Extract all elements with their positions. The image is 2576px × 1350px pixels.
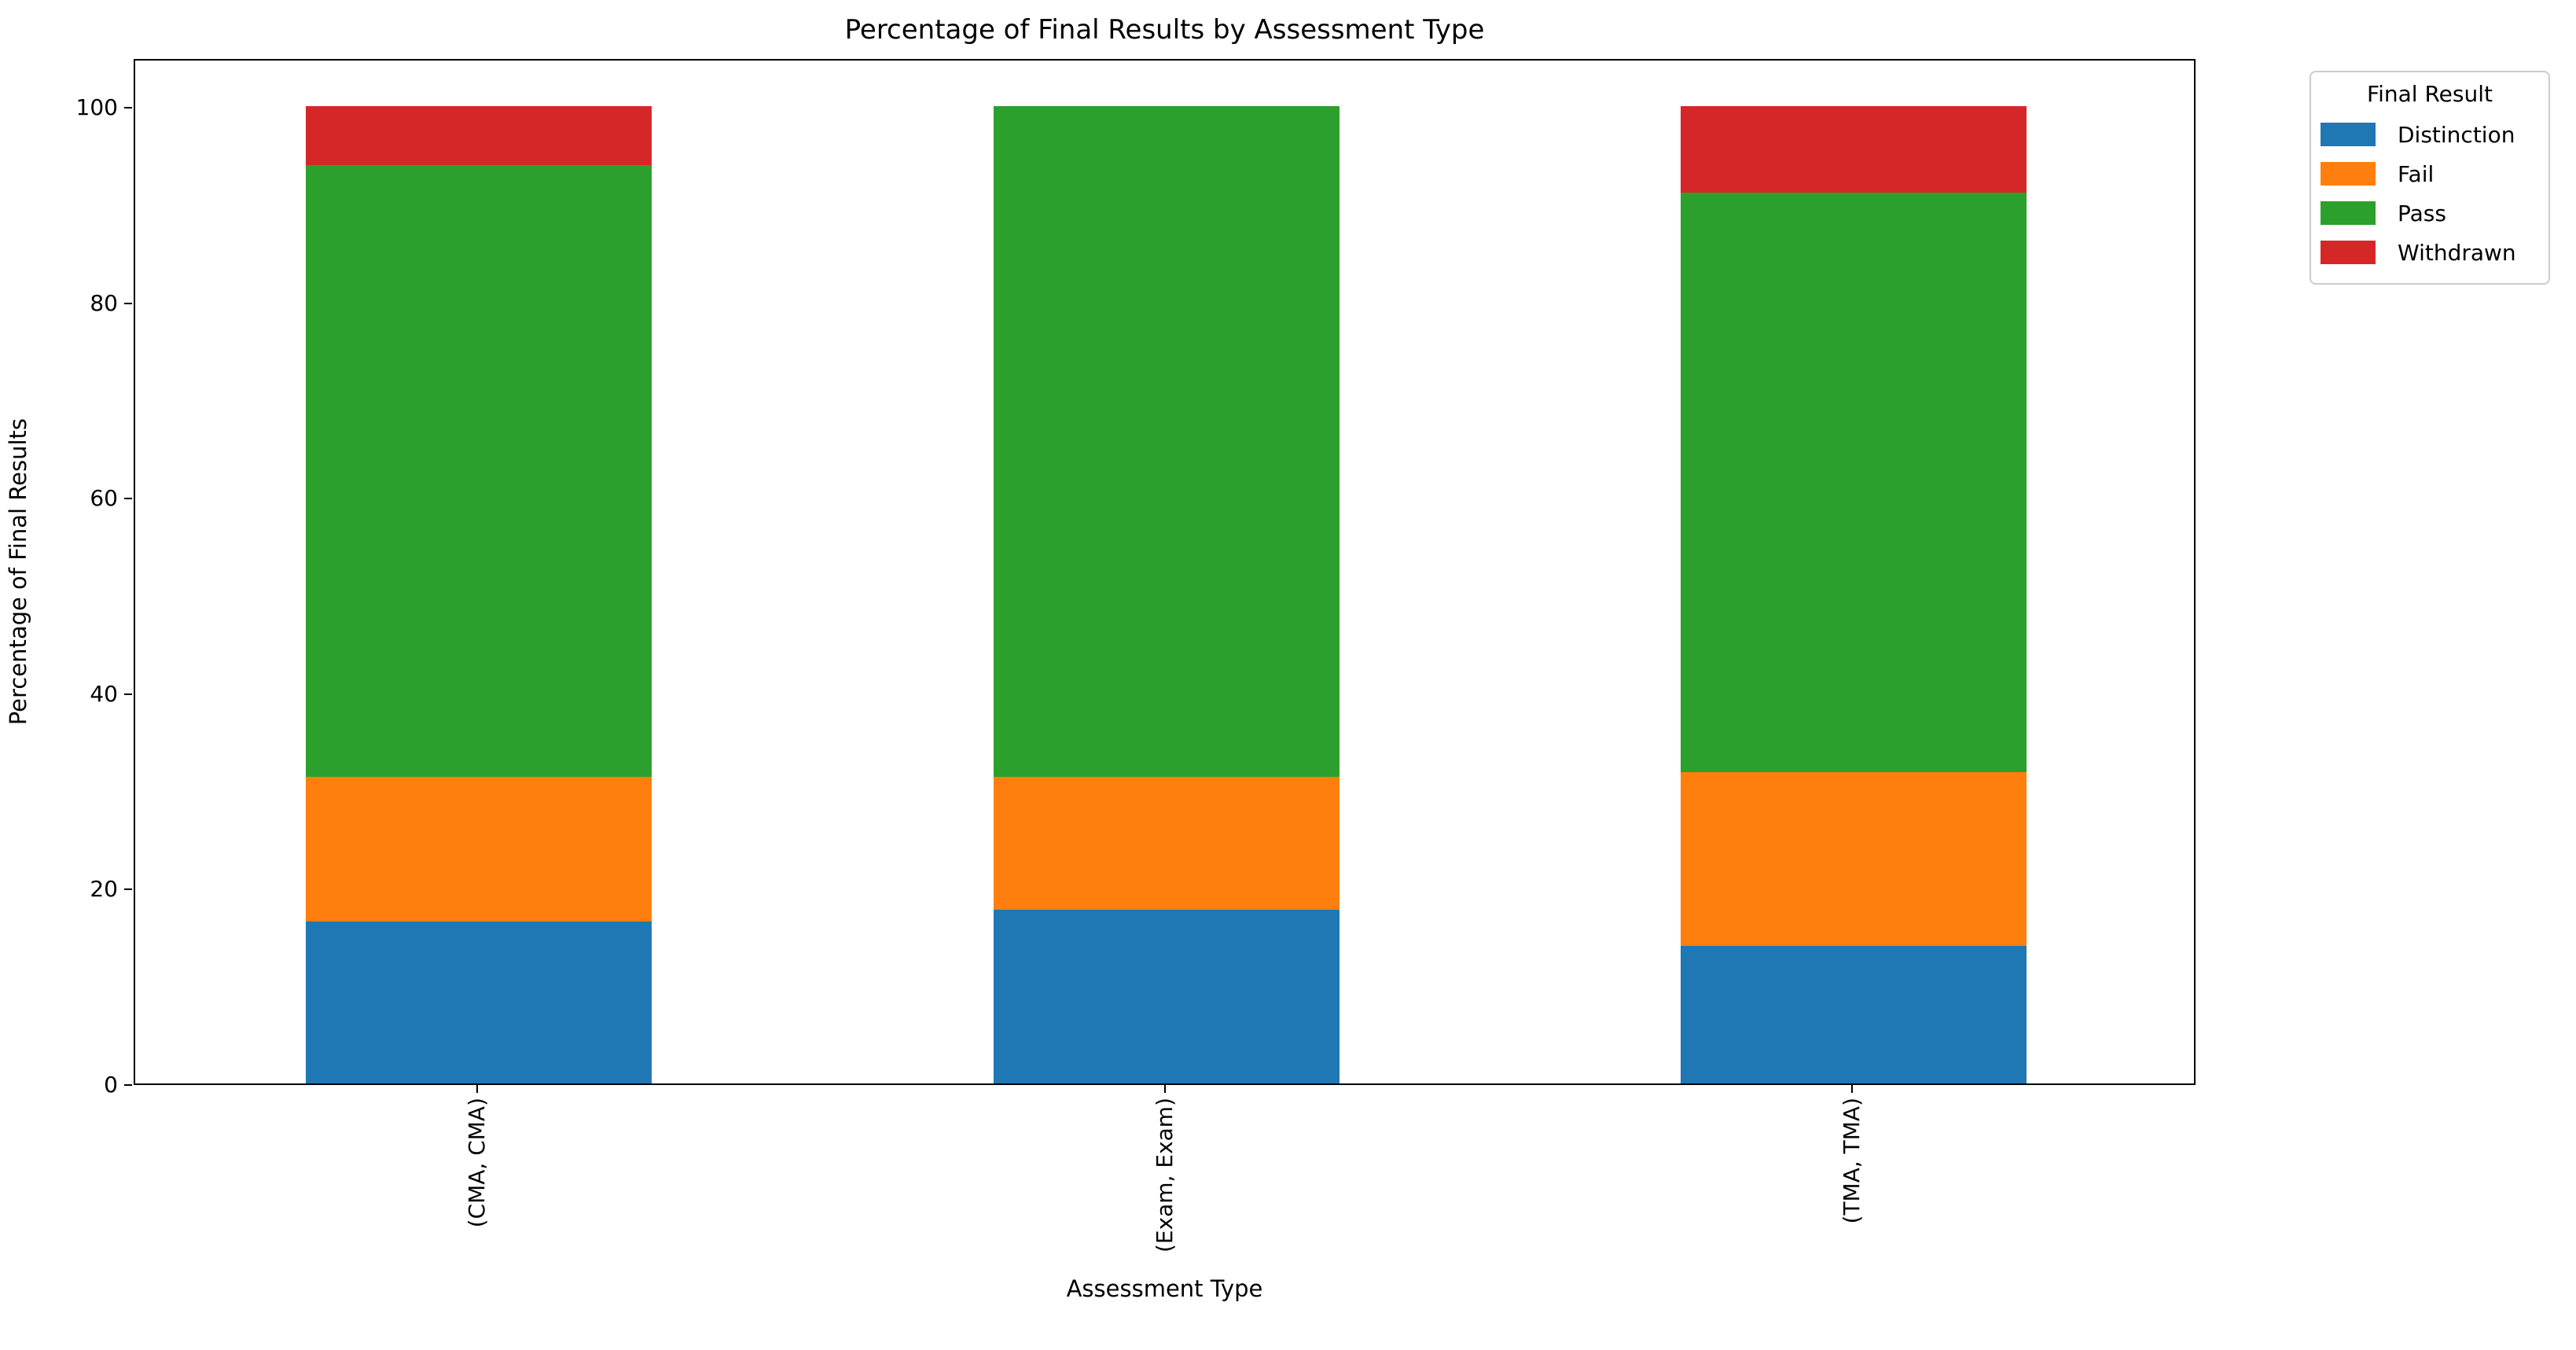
legend-swatch-icon <box>2321 123 2376 146</box>
legend-item: Distinction <box>2321 115 2539 154</box>
x-tick-mark <box>1850 1085 1853 1093</box>
x-axis-label: Assessment Type <box>1066 1275 1263 1302</box>
bar-segment-withdrawn <box>1681 106 2027 193</box>
plot-area <box>134 59 2196 1085</box>
legend-label: Withdrawn <box>2398 239 2516 266</box>
legend-label: Pass <box>2398 200 2446 226</box>
x-tick-mark <box>476 1085 479 1093</box>
bar-segment-fail <box>306 776 652 921</box>
bar-segment-distinction <box>1681 945 2027 1083</box>
bar-1 <box>306 106 652 1083</box>
y-axis-label: Percentage of Final Results <box>5 418 31 726</box>
legend-item: Withdrawn <box>2321 233 2539 272</box>
legend-items: Distinction Fail Pass Withdrawn <box>2321 115 2539 272</box>
y-tick-mark <box>124 693 132 695</box>
bar-segment-pass <box>306 164 652 777</box>
bar-segment-fail <box>994 776 1339 910</box>
legend-label: Fail <box>2398 160 2435 187</box>
legend-swatch-icon <box>2321 241 2376 264</box>
y-tick-mark <box>124 302 132 304</box>
legend: Final Result Distinction Fail Pass Withdraw… <box>2310 71 2550 285</box>
legend-swatch-icon <box>2321 201 2376 225</box>
y-tick-mark <box>124 107 132 109</box>
y-tick-mark <box>124 888 132 891</box>
bar-segment-distinction <box>306 921 652 1083</box>
y-tick-label: 40 <box>90 680 118 707</box>
x-tick-label: (TMA, TMA) <box>1838 1098 1865 1224</box>
y-axis-label-wrap: Percentage of Final Results <box>5 59 31 1085</box>
legend-item: Pass <box>2321 193 2539 233</box>
y-tick-mark <box>124 1084 132 1086</box>
bar-segment-fail <box>1681 771 2027 946</box>
bar-2 <box>994 106 1339 1083</box>
bar-3 <box>1681 106 2027 1083</box>
x-tick-label: (CMA, CMA) <box>464 1098 491 1228</box>
bar-segment-pass <box>994 106 1339 777</box>
legend-title: Final Result <box>2367 81 2493 107</box>
y-tick-label: 80 <box>90 289 118 316</box>
y-tick-label: 0 <box>104 1072 118 1098</box>
y-tick-label: 20 <box>90 876 118 903</box>
y-tick-mark <box>124 498 132 500</box>
bar-segment-distinction <box>994 909 1339 1083</box>
x-tick-mark <box>1163 1085 1166 1093</box>
y-tick-label: 60 <box>90 485 118 512</box>
legend-swatch-icon <box>2321 162 2376 186</box>
bar-segment-pass <box>1681 192 2027 772</box>
bar-segment-withdrawn <box>306 106 652 165</box>
legend-item: Fail <box>2321 154 2539 193</box>
legend-label: Distinction <box>2398 121 2515 148</box>
y-tick-label: 100 <box>75 94 118 121</box>
x-tick-label: (Exam, Exam) <box>1151 1098 1178 1253</box>
chart-title: Percentage of Final Results by Assessmen… <box>844 14 1485 46</box>
